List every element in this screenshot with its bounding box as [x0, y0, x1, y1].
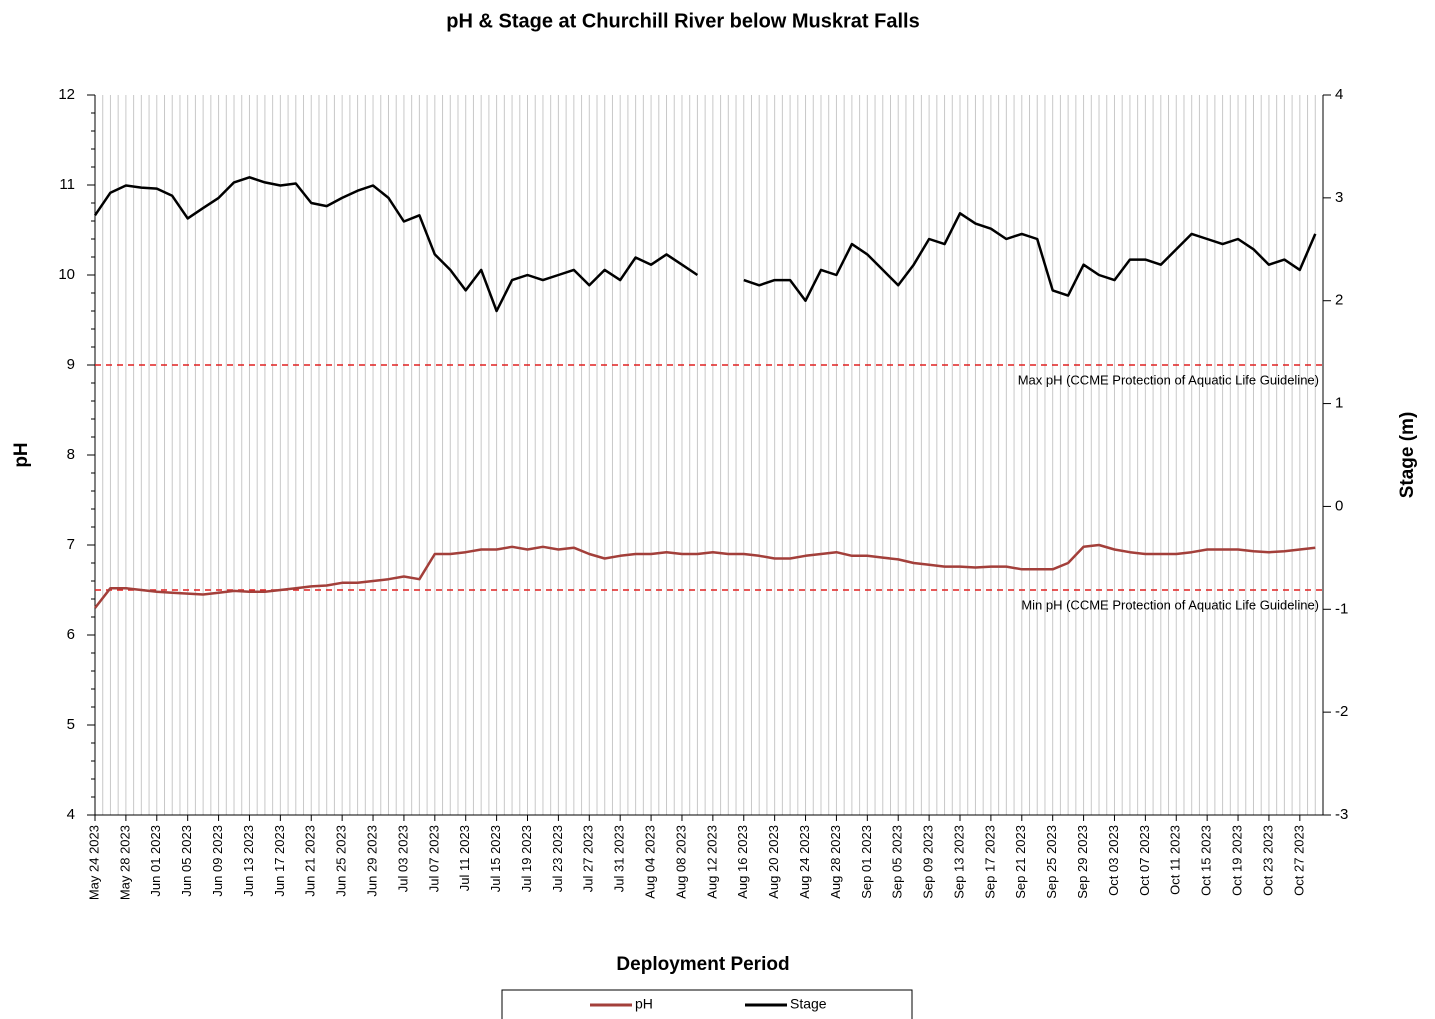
- y-tick-label: 9: [67, 356, 75, 373]
- y-tick-label: 5: [67, 716, 75, 733]
- x-tick-label: May 24 2023: [86, 825, 101, 900]
- x-tick-label: Oct 03 2023: [1106, 825, 1121, 896]
- x-tick-label: Sep 01 2023: [859, 825, 874, 899]
- y2-tick-label: 1: [1335, 395, 1343, 412]
- x-tick-label: Jul 11 2023: [457, 825, 472, 891]
- legend-box: [501, 989, 913, 1019]
- x-tick-label: Sep 13 2023: [951, 825, 966, 899]
- x-tick-label: Oct 27 2023: [1291, 825, 1306, 896]
- y2-tick-label: 3: [1335, 189, 1343, 206]
- series-line: [93, 176, 1317, 313]
- y2-tick-label: 0: [1335, 497, 1343, 514]
- y-tick-label: 6: [67, 626, 75, 643]
- reference-label: Min pH (CCME Protection of Aquatic Life …: [1021, 597, 1319, 612]
- x-tick-label: Aug 20 2023: [766, 825, 781, 899]
- x-tick-label: Aug 12 2023: [704, 825, 719, 899]
- x-tick-label: Jun 25 2023: [334, 825, 349, 897]
- series-line: [94, 543, 1316, 609]
- x-tick-label: Jul 23 2023: [550, 825, 565, 892]
- y-axis-title: pH: [11, 442, 32, 467]
- x-axis-title: Deployment Period: [616, 954, 789, 975]
- x-tick-label: Jun 05 2023: [179, 825, 194, 897]
- y2-axis-title: Stage (m): [1397, 412, 1418, 499]
- legend-label: Stage: [790, 996, 827, 1012]
- x-tick-label: Jun 21 2023: [303, 825, 318, 897]
- x-tick-label: Jun 29 2023: [364, 825, 379, 897]
- x-tick-label: Oct 11 2023: [1168, 825, 1183, 895]
- x-tick-label: Jun 17 2023: [272, 825, 287, 897]
- x-tick-label: Sep 05 2023: [890, 825, 905, 899]
- x-tick-label: Jul 31 2023: [612, 825, 627, 892]
- x-tick-label: Jul 03 2023: [395, 825, 410, 892]
- y2-tick-label: 2: [1335, 292, 1343, 309]
- x-tick-label: Aug 04 2023: [643, 825, 658, 899]
- y-tick-label: 8: [67, 446, 75, 463]
- legend-label: pH: [635, 996, 653, 1012]
- x-tick-label: Jul 15 2023: [488, 825, 503, 892]
- x-tick-label: May 28 2023: [117, 825, 132, 900]
- x-tick-label: Aug 08 2023: [673, 825, 688, 899]
- y-tick-label: 7: [67, 536, 75, 553]
- x-tick-label: Aug 24 2023: [797, 825, 812, 899]
- x-tick-label: Sep 25 2023: [1044, 825, 1059, 899]
- y2-tick-label: -3: [1335, 806, 1348, 823]
- x-tick-label: Aug 16 2023: [735, 825, 750, 899]
- x-tick-label: Jun 13 2023: [241, 825, 256, 897]
- x-tick-label: Jul 19 2023: [519, 825, 534, 892]
- y2-tick-label: -2: [1335, 703, 1348, 720]
- y2-tick-label: -1: [1335, 600, 1348, 617]
- y-tick-label: 10: [58, 266, 75, 283]
- x-tick-label: Sep 17 2023: [982, 825, 997, 899]
- y-tick-label: 4: [67, 806, 75, 823]
- x-tick-label: Aug 28 2023: [828, 825, 843, 899]
- x-tick-label: Jun 01 2023: [148, 825, 163, 897]
- y-tick-label: 12: [58, 86, 75, 103]
- x-tick-label: Jun 09 2023: [210, 825, 225, 897]
- x-tick-label: Sep 21 2023: [1013, 825, 1028, 899]
- x-tick-label: Oct 07 2023: [1137, 825, 1152, 896]
- reference-label: Max pH (CCME Protection of Aquatic Life …: [1018, 372, 1319, 387]
- x-tick-label: Oct 19 2023: [1229, 825, 1244, 896]
- x-tick-label: Jul 27 2023: [581, 825, 596, 892]
- x-tick-label: Sep 29 2023: [1075, 825, 1090, 899]
- x-tick-label: Oct 23 2023: [1260, 825, 1275, 896]
- x-tick-label: Sep 09 2023: [921, 825, 936, 899]
- x-tick-label: Oct 15 2023: [1199, 825, 1214, 896]
- x-tick-label: Jul 07 2023: [426, 825, 441, 892]
- y2-tick-label: 4: [1335, 86, 1343, 103]
- chart-title: pH & Stage at Churchill River below Musk…: [446, 10, 919, 32]
- y-tick-label: 11: [59, 176, 75, 193]
